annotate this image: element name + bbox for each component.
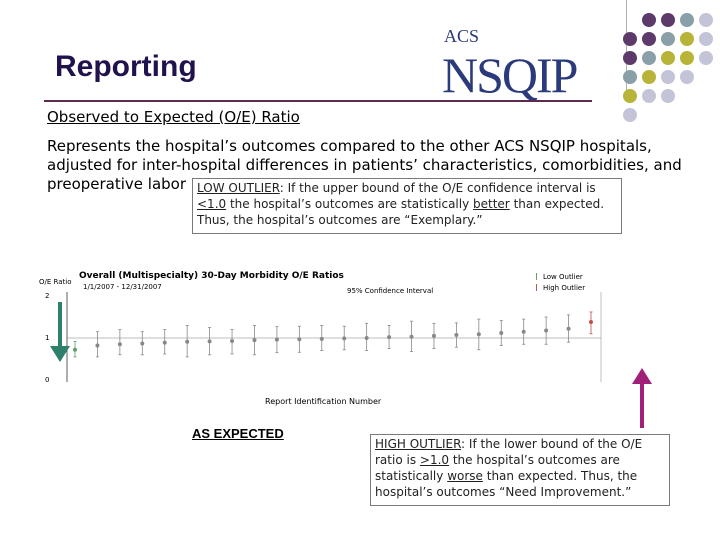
data-point: [297, 337, 302, 342]
ytick-label: 1: [45, 334, 49, 342]
legend-low-label: Low Outlier: [543, 273, 583, 281]
data-point: [185, 339, 190, 344]
arrow-down-icon: [50, 302, 70, 362]
high-outlier-line4: hospital’s outcomes “Need Improvement.”: [375, 485, 632, 499]
data-point: [431, 333, 436, 338]
chart-ylabel: O/E Ratio: [39, 278, 72, 286]
data-point: [409, 334, 414, 339]
legend-high-marker: I: [535, 283, 538, 294]
data-point: [274, 337, 279, 342]
chart-ci-label: 95% Confidence Interval: [347, 287, 433, 295]
high-outlier-line2b: the hospital’s outcomes are: [449, 453, 620, 467]
oe-ratio-chart: O/E Ratio Overall (Multispecialty) 30-Da…: [39, 271, 602, 406]
divider-line: [626, 0, 627, 98]
high-outlier-callout: HIGH OUTLIER: If the lower bound of the …: [370, 434, 670, 506]
high-outlier-line1: : If the lower bound of the O/E: [461, 437, 643, 451]
data-point: [162, 340, 167, 345]
section-description: Represents the hospital’s outcomes compa…: [47, 137, 682, 193]
ytick-label: 2: [45, 292, 49, 300]
data-point: [364, 336, 369, 340]
chart-xlabel: Report Identification Number: [265, 397, 382, 406]
high-outlier-line2a: ratio is: [375, 453, 420, 467]
title-rule: [44, 100, 592, 102]
high-outlier-line3a: statistically: [375, 469, 448, 483]
logo-acs-text: ACS: [444, 26, 479, 46]
low-outlier-line2b: than expected.: [509, 197, 605, 211]
arrow-up-icon: [632, 368, 652, 428]
data-point: [140, 341, 145, 346]
data-point: [589, 320, 593, 325]
legend-high-label: High Outlier: [543, 284, 585, 292]
legend-low-marker: I: [535, 272, 538, 283]
low-outlier-callout: LOW OUTLIER: If the upper bound of the O…: [192, 178, 622, 234]
ytick-label: 0: [45, 376, 49, 384]
low-outlier-line2a: the hospital’s outcomes are statisticall…: [226, 197, 474, 211]
high-outlier-term: HIGH OUTLIER: [375, 437, 462, 451]
chart-date-range: 1/1/2007 - 12/31/2007: [83, 283, 162, 291]
low-outlier-line3: Thus, the hospital’s outcomes are “Exemp…: [197, 213, 483, 227]
data-point: [117, 342, 122, 347]
data-point: [521, 329, 526, 334]
data-point: [73, 347, 77, 352]
data-point: [319, 336, 324, 341]
data-point: [207, 339, 212, 344]
low-outlier-threshold: <1.0: [197, 197, 227, 211]
decorative-dots: [623, 13, 713, 122]
data-point: [544, 328, 549, 333]
high-outlier-threshold: >1.0: [419, 453, 450, 467]
data-point: [454, 333, 459, 338]
data-point: [252, 338, 257, 343]
as-expected-label: AS EXPECTED: [192, 426, 284, 441]
section-subtitle: Observed to Expected (O/E) Ratio: [47, 108, 300, 126]
low-outlier-emphasis: better: [473, 197, 510, 211]
chart-title: Overall (Multispecialty) 30-Day Morbidit…: [79, 271, 344, 281]
data-point: [566, 326, 571, 331]
logo-nsqip-text: NSQIP: [442, 47, 577, 102]
data-point: [476, 332, 481, 337]
low-outlier-line1: : If the upper bound of the O/E confiden…: [279, 181, 596, 195]
page-title: Reporting: [55, 50, 197, 83]
data-point: [499, 330, 504, 335]
low-outlier-term: LOW OUTLIER: [197, 181, 280, 195]
acs-nsqip-logo: ACS NSQIP: [442, 26, 579, 102]
data-point: [230, 338, 235, 343]
high-outlier-emphasis: worse: [447, 469, 483, 483]
data-point: [387, 335, 392, 340]
data-point: [95, 343, 100, 348]
high-outlier-line3b: than expected. Thus, the: [482, 469, 638, 483]
data-point: [342, 336, 347, 341]
